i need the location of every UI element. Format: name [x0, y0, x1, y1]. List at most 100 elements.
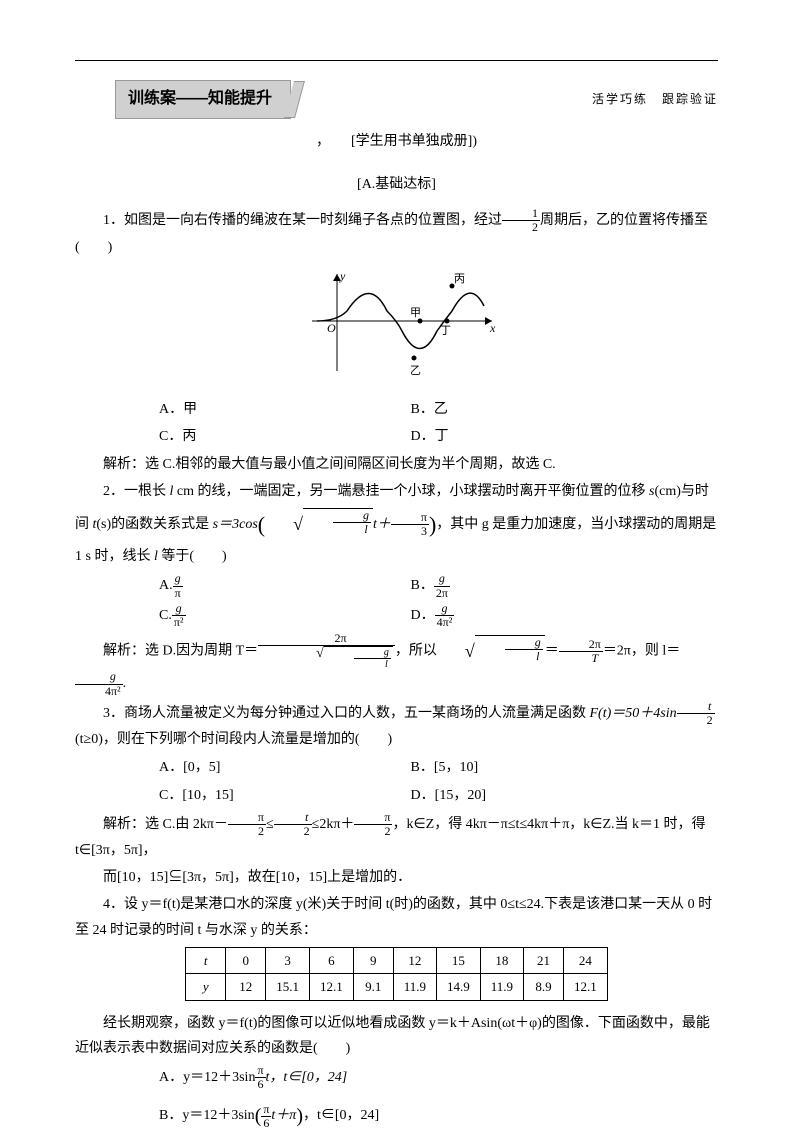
- table-row-header: t 0 3 6 9 12 15 18 21 24: [186, 947, 608, 973]
- fraction: t2: [677, 700, 715, 727]
- fraction: g4π²: [75, 670, 123, 697]
- frac-num: 2π: [559, 638, 603, 652]
- cell: 8.9: [524, 974, 564, 1000]
- frac-num: g: [434, 572, 450, 586]
- q3-options: A．[0，5] B．[5，10] C．[10，15] D．[15，20]: [159, 754, 718, 808]
- cell: 12.1: [564, 974, 608, 1000]
- d: 2: [274, 825, 312, 838]
- q2-option-b: B．g2π: [411, 572, 663, 599]
- cell: 14.9: [437, 974, 481, 1000]
- option-text: 丙: [182, 429, 196, 444]
- cell: 3: [266, 947, 310, 973]
- option-text: [15，20]: [435, 788, 486, 803]
- cell: 12: [393, 947, 436, 973]
- origin-label: O: [327, 321, 336, 335]
- marker-yi: 乙: [410, 364, 421, 377]
- frac-den: 4π²: [75, 685, 123, 698]
- text: 3．商场人流量被定义为每分钟通过入口的人数，五一某商场的人流量满足函数: [103, 706, 590, 721]
- option-text: [0，5]: [183, 760, 220, 775]
- cell: t: [186, 947, 226, 973]
- q4-option-a: A．y＝12＋3sinπ6t，t∈[0，24]: [159, 1064, 662, 1091]
- text: 解析：选 D.因为周期 T＝: [103, 644, 258, 659]
- n: π: [261, 1103, 271, 1117]
- cell: 9: [353, 947, 393, 973]
- d: 6: [261, 1117, 271, 1130]
- frac-num: 2π: [258, 632, 395, 646]
- text: ＝2π，则 l＝: [603, 644, 680, 659]
- d: l: [354, 659, 391, 670]
- q4-data-table: t 0 3 6 9 12 15 18 21 24 y 12 15.1 12.1 …: [185, 947, 608, 1001]
- q2-option-a: A.gπ: [159, 572, 411, 599]
- cell: 0: [226, 947, 266, 973]
- wave-svg: O y x 甲 丙 丁 乙: [292, 266, 502, 381]
- text: B．y＝12＋3sin: [159, 1109, 255, 1124]
- q4-text2: 经长期观察，函数 y＝f(t)的图像可以近似地看成函数 y＝k＋Asin(ωt＋…: [75, 1011, 718, 1061]
- text: A．y＝12＋3sin: [159, 1070, 255, 1085]
- q4-options: A．y＝12＋3sinπ6t，t∈[0，24] B．y＝12＋3sin(π6t＋…: [159, 1063, 718, 1135]
- text: ，所以: [395, 644, 437, 659]
- banner-title: 训练案——知能提升: [115, 80, 291, 119]
- text: 解析：选 C.由 2kπ－: [103, 817, 228, 832]
- q3-option-d: D．[15，20]: [411, 783, 663, 808]
- q2-options: A.gπ B．g2π C.gπ² D．g4π²: [159, 571, 718, 630]
- q1-option-d: D．丁: [411, 424, 663, 449]
- q3-option-c: C．[10，15]: [159, 783, 411, 808]
- q1-options: A．甲 B．乙 C．丙 D．丁: [159, 396, 718, 450]
- frac-den: l: [333, 523, 371, 536]
- text: t＋π: [271, 1109, 296, 1124]
- fraction-den: 2: [502, 221, 540, 234]
- cell: 21: [524, 947, 564, 973]
- fraction: π2: [228, 811, 266, 838]
- d: 2: [228, 825, 266, 838]
- sqrt: √gl: [437, 635, 545, 667]
- fraction-num: 1: [502, 207, 540, 221]
- frac-num: π: [391, 511, 429, 525]
- n: π: [354, 811, 392, 825]
- fraction: π6: [255, 1064, 265, 1091]
- text: 2．一根长: [103, 484, 170, 499]
- q2-answer: 解析：选 D.因为周期 T＝2π√gl，所以√gl＝2πT＝2π，则 l＝g4π…: [75, 632, 718, 698]
- frac-den: π: [173, 587, 183, 600]
- q3-text: 3．商场人流量被定义为每分钟通过入口的人数，五一某商场的人流量满足函数 F(t)…: [75, 700, 718, 753]
- text: t，t∈[0，24]: [266, 1070, 348, 1085]
- cell: 18: [480, 947, 523, 973]
- option-text: [5，10]: [434, 760, 478, 775]
- d: 6: [255, 1078, 265, 1091]
- option-text: [10，15]: [182, 788, 233, 803]
- d: l: [505, 650, 543, 663]
- y-axis-label: y: [339, 269, 346, 283]
- fraction: π3: [391, 511, 429, 538]
- fraction: 2π√gl: [258, 632, 395, 670]
- option-text: 甲: [183, 402, 197, 417]
- text: ，t∈[0，24]: [303, 1109, 379, 1124]
- section-heading: [A.基础达标]: [75, 172, 718, 197]
- marker-ding: 丁: [440, 325, 451, 337]
- frac-num: g: [173, 572, 183, 586]
- fraction: t2: [274, 811, 312, 838]
- q2-option-d: D．g4π²: [411, 602, 663, 629]
- cell: 6: [309, 947, 353, 973]
- frac-num: g: [172, 602, 186, 616]
- option-text: 乙: [434, 402, 448, 417]
- cell: 15.1: [266, 974, 310, 1000]
- text: ≤2kπ＋: [312, 817, 355, 832]
- n: g: [354, 647, 391, 659]
- formula: F(t)＝50＋4sin: [590, 706, 677, 721]
- fraction: 2πT: [559, 638, 603, 665]
- cell: 15: [437, 947, 481, 973]
- q1-prefix: 1．如图是一向右传播的绳波在某一时刻绳子各点的位置图，经过: [103, 213, 502, 228]
- cell: 11.9: [480, 974, 523, 1000]
- text: ≤: [266, 817, 274, 832]
- frac-num: g: [333, 509, 371, 523]
- frac-den: 2π: [434, 587, 450, 600]
- q1-answer: 解析：选 C.相邻的最大值与最小值之间间隔区间长度为半个周期，故选 C.: [75, 452, 718, 477]
- top-right-caption: 活学巧练 跟踪验证: [592, 89, 718, 111]
- q4-text: 4．设 y＝f(t)是某港口水的深度 y(米)关于时间 t(时)的函数，其中 0…: [75, 892, 718, 942]
- table-row-data: y 12 15.1 12.1 9.1 11.9 14.9 11.9 8.9 12…: [186, 974, 608, 1000]
- cell: y: [186, 974, 226, 1000]
- marker-jia: 甲: [410, 307, 421, 319]
- q1-option-a: A．甲: [159, 397, 411, 422]
- q3-option-b: B．[5，10]: [411, 755, 663, 780]
- q1-option-c: C．丙: [159, 424, 411, 449]
- n: t: [274, 811, 312, 825]
